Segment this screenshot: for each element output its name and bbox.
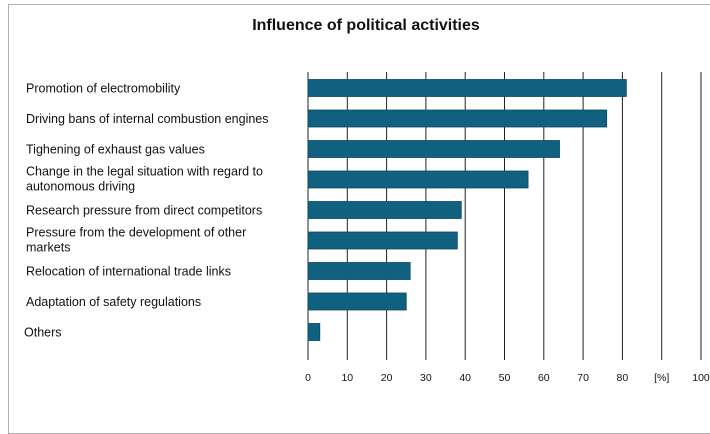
category-label: Pressure from the development of other [26, 226, 246, 240]
x-tick-label: 0 [305, 372, 311, 384]
category-label: Change in the legal situation with regar… [26, 165, 263, 179]
category-label: Research pressure from direct competitor… [26, 204, 262, 218]
category-label: Driving bans of internal combustion engi… [26, 112, 269, 126]
category-label: markets [26, 241, 70, 255]
bar [307, 201, 462, 219]
chart-title: Influence of political activities [252, 17, 480, 34]
bar-chart: Influence of political activities Promot… [24, 17, 710, 384]
bar [307, 140, 560, 158]
x-tick-label: 100 [692, 372, 710, 384]
x-tick-label: 60 [538, 372, 550, 384]
bar [307, 79, 627, 97]
category-label: Adaptation of safety regulations [26, 295, 201, 309]
x-tick-labels: 0 10 20 30 40 50 60 70 80 [%] 100 [305, 372, 710, 384]
x-tick-label: 80 [617, 372, 629, 384]
bar [307, 231, 458, 250]
category-label: autonomous driving [26, 180, 135, 194]
bars [307, 79, 627, 341]
category-labels: Promotion of electromobility Driving bans… [24, 82, 269, 340]
x-tick-label: 40 [459, 372, 471, 384]
category-label: Relocation of international trade links [26, 265, 231, 279]
x-tick-label: 20 [381, 372, 393, 384]
bar [307, 170, 529, 189]
category-label: Tighening of exhaust gas values [26, 143, 205, 157]
x-tick-label: [%] [654, 372, 669, 384]
category-label: Promotion of electromobility [26, 82, 181, 96]
x-tick-label: 70 [577, 372, 589, 384]
bar [307, 262, 411, 280]
bar [307, 109, 608, 128]
x-tick-label: 10 [341, 372, 353, 384]
bar [307, 323, 321, 341]
bar [307, 292, 407, 311]
x-tick-label: 30 [420, 372, 432, 384]
category-label: Others [24, 326, 62, 340]
x-tick-label: 50 [499, 372, 511, 384]
